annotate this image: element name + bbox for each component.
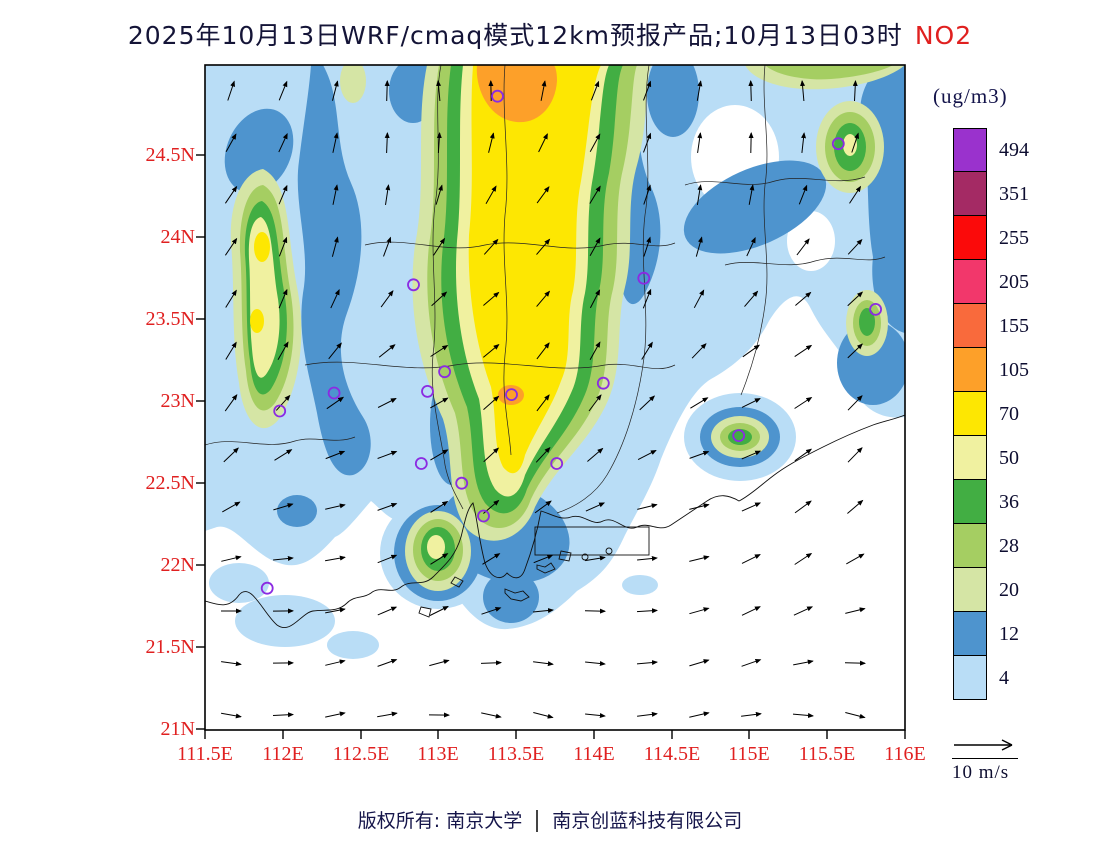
- colorbar-swatch: [953, 567, 987, 612]
- copyright-footer: 版权所有: 南京大学 南京创蓝科技有限公司: [0, 806, 1100, 833]
- colorbar-label: 255: [999, 226, 1029, 249]
- colorbar-swatch: [953, 655, 987, 700]
- footer-right: 南京创蓝科技有限公司: [536, 810, 743, 832]
- lon-tick-label: 112E: [262, 743, 304, 765]
- colorbar-swatch: [953, 259, 987, 304]
- lon-tick-label: 112.5E: [332, 743, 390, 765]
- wind-reference-label: 10 m/s: [952, 762, 1010, 783]
- colorbar-label: 20: [999, 578, 1019, 601]
- colorbar-label: 4: [999, 666, 1009, 689]
- colorbar-label: 205: [999, 270, 1029, 293]
- lon-tick-label: 113E: [417, 743, 459, 765]
- colorbar-label: 36: [999, 490, 1019, 513]
- footer-left: 版权所有: 南京大学: [357, 810, 523, 832]
- lat-tick-label: 23.5N: [145, 308, 195, 330]
- colorbar-label: 28: [999, 534, 1019, 557]
- colorbar-label: 105: [999, 358, 1029, 381]
- lon-tick-label: 114E: [573, 743, 615, 765]
- wind-vector-arrows: [221, 80, 866, 719]
- colorbar-label: 351: [999, 182, 1029, 205]
- page-title: 2025年10月13日WRF/cmaq模式12km预报产品;10月13日03时 N…: [0, 16, 1100, 52]
- wind-reference: 10 m/s: [952, 736, 1052, 784]
- lat-tick-label: 21.5N: [145, 636, 195, 658]
- map-plot: [196, 64, 906, 739]
- axis-ticks: [196, 154, 906, 739]
- colorbar-label: 70: [999, 402, 1019, 425]
- lon-tick-label: 116E: [884, 743, 926, 765]
- lat-tick-label: 23N: [160, 390, 195, 412]
- lat-tick-label: 22.5N: [145, 472, 195, 494]
- wind-reference-baseline: [952, 758, 1018, 759]
- lon-tick-label: 115E: [728, 743, 770, 765]
- lat-tick-label: 22N: [160, 554, 195, 576]
- colorbar-label: 494: [999, 138, 1029, 161]
- colorbar-swatch: [953, 611, 987, 656]
- wind-reference-arrow-icon: [954, 739, 1013, 751]
- lon-tick-label: 111.5E: [177, 743, 233, 765]
- coastline: [205, 414, 905, 628]
- province-boundaries: [205, 65, 886, 514]
- lon-tick-label: 114.5E: [643, 743, 701, 765]
- title-main: 2025年10月13日WRF/cmaq模式12km预报产品;10月13日03时: [127, 21, 903, 50]
- lat-tick-label: 24.5N: [145, 144, 195, 166]
- title-species: NO2: [914, 21, 973, 50]
- colorbar-units-label: (ug/m3): [933, 84, 1008, 108]
- lat-tick-label: 21N: [160, 718, 195, 740]
- contour-layers: [205, 65, 905, 730]
- lat-tick-label: 24N: [160, 226, 195, 248]
- colorbar-swatch: [953, 347, 987, 392]
- colorbar-swatch: [953, 215, 987, 260]
- colorbar-swatch: [953, 479, 987, 524]
- colorbar-label: 155: [999, 314, 1029, 337]
- colorbar-swatch: [953, 303, 987, 348]
- colorbar-swatch: [953, 523, 987, 568]
- colorbar-swatch: [953, 171, 987, 216]
- colorbar-swatch: [953, 391, 987, 436]
- lon-tick-label: 115.5E: [798, 743, 856, 765]
- colorbar-swatch: [953, 127, 987, 173]
- plot-border: [204, 64, 906, 731]
- colorbar: 494 351 255 205 155 105 70 50 36 28 20 1…: [953, 127, 1029, 700]
- colorbar-label: 12: [999, 622, 1019, 645]
- city-markers: [260, 89, 882, 595]
- colorbar-swatch: [953, 435, 987, 480]
- colorbar-label: 50: [999, 446, 1019, 469]
- lon-tick-label: 113.5E: [487, 743, 545, 765]
